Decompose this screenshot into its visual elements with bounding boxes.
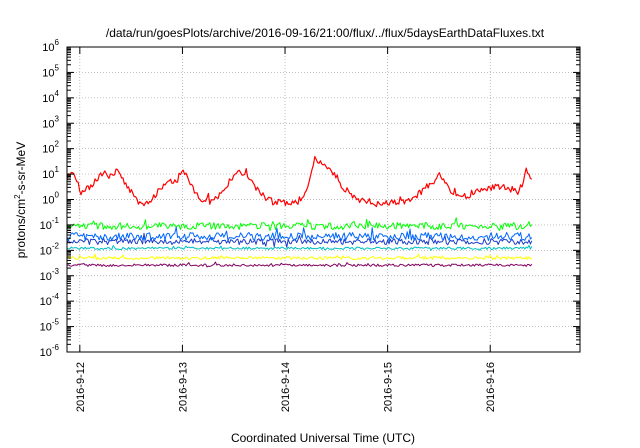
y-axis-label-prefix: protons/cm [14, 199, 28, 258]
y-tick-exponent: -6 [52, 343, 60, 352]
x-tick-label: 2016-9-15 [383, 362, 395, 412]
y-tick-label: 101 [42, 165, 59, 181]
y-tick-base: 10 [42, 195, 54, 207]
x-axis-label: Coordinated Universal Time (UTC) [231, 431, 415, 445]
y-tick-base: 10 [40, 271, 52, 283]
y-tick-exponent: -5 [52, 318, 60, 327]
y-tick-label: 10-2 [40, 241, 60, 257]
y-tick-label: 105 [42, 63, 59, 79]
y-tick-exponent: 1 [55, 165, 60, 174]
y-tick-exponent: -4 [52, 292, 60, 301]
chart-title: /data/run/goesPlots/archive/2016-09-16/2… [106, 26, 545, 40]
y-tick-base: 10 [40, 296, 52, 308]
x-tick-label: 2016-9-12 [75, 362, 87, 412]
y-tick-base: 10 [40, 322, 52, 334]
grid-lines [67, 47, 580, 352]
y-tick-label: 104 [42, 89, 59, 105]
y-tick-base: 10 [42, 67, 54, 79]
y-tick-exponent: 3 [55, 114, 60, 123]
y-axis-label-suffix: -s-sr-MeV [14, 142, 28, 195]
y-tick-base: 10 [42, 93, 54, 105]
x-tick-label: 2016-9-13 [177, 362, 189, 412]
y-tick-exponent: 6 [55, 38, 60, 47]
series-line [66, 155, 533, 208]
y-tick-base: 10 [40, 220, 52, 232]
y-tick-base: 10 [42, 169, 54, 181]
y-tick-label: 10-3 [40, 267, 60, 283]
y-tick-exponent: -3 [52, 267, 60, 276]
y-tick-exponent: 2 [55, 140, 60, 149]
axis-ticks: 10-610-510-410-310-210-11001011021031041… [40, 38, 580, 412]
y-tick-base: 10 [42, 42, 54, 54]
y-tick-base: 10 [40, 347, 52, 359]
series-line [66, 217, 533, 232]
y-tick-label: 10-1 [40, 216, 60, 232]
series-line [66, 244, 533, 251]
y-tick-label: 100 [42, 191, 59, 207]
y-tick-label: 10-4 [40, 292, 60, 308]
x-tick-label: 2016-9-16 [485, 362, 497, 412]
y-tick-label: 106 [42, 38, 59, 54]
y-tick-exponent: 5 [55, 63, 60, 72]
y-tick-label: 103 [42, 114, 59, 130]
y-tick-exponent: 0 [55, 191, 60, 200]
y-tick-label: 10-5 [40, 318, 60, 334]
series-line [66, 261, 533, 268]
plot-frame [66, 46, 581, 353]
y-tick-base: 10 [40, 245, 52, 257]
series-line [66, 253, 533, 261]
y-tick-label: 102 [42, 140, 59, 156]
y-tick-base: 10 [42, 118, 54, 130]
data-series [66, 155, 533, 268]
y-tick-base: 10 [42, 144, 54, 156]
series-line [66, 226, 533, 241]
series-line [66, 232, 533, 248]
y-tick-exponent: -2 [52, 241, 60, 250]
x-tick-label: 2016-9-14 [280, 362, 292, 412]
y-tick-exponent: -1 [52, 216, 60, 225]
y-axis-label-superscript: 2 [13, 194, 22, 199]
y-tick-exponent: 4 [55, 89, 60, 98]
y-axis-label: protons/cm2-s-sr-MeV [13, 142, 28, 258]
y-tick-label: 10-6 [40, 343, 60, 359]
